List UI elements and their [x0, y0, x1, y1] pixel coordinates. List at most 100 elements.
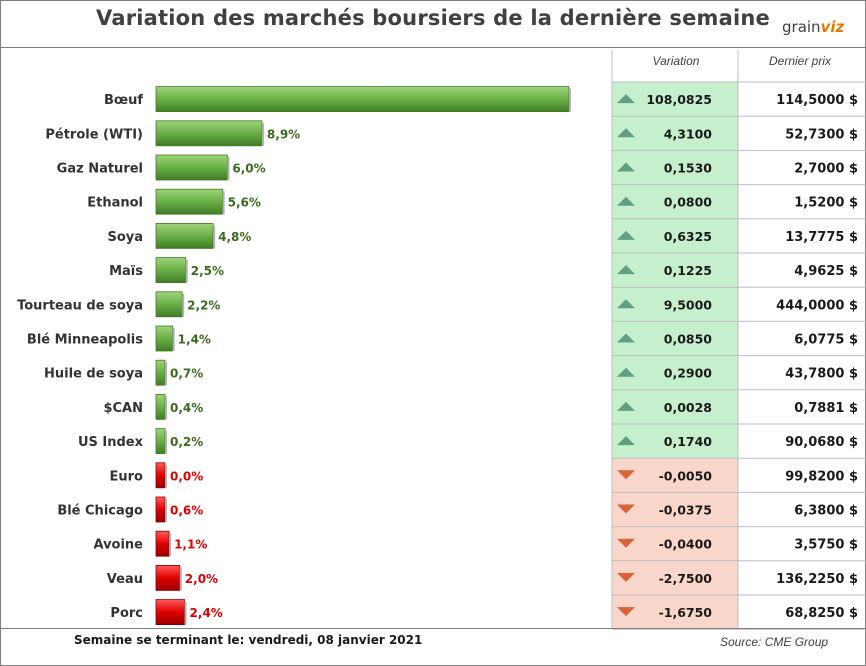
bar-shadow	[179, 567, 182, 591]
category-label: Tourteau de soya	[17, 298, 143, 313]
category-label: Gaz Naturel	[57, 162, 143, 177]
bar-value-label: 0,0%	[170, 469, 203, 483]
up-arrow-icon	[617, 94, 635, 104]
week-ending-label: Semaine se terminant le: vendredi, 08 ja…	[74, 633, 423, 647]
bar-shadow	[184, 601, 187, 625]
variation-value: -0,0050	[659, 468, 713, 483]
last-price-value: 3,5750 $	[794, 538, 858, 553]
category-label: Soya	[107, 230, 143, 245]
last-price-value: 6,0775 $	[794, 333, 858, 348]
variation-value: 0,1530	[664, 161, 713, 176]
bar	[155, 530, 170, 557]
variation-value: 9,5000	[664, 297, 713, 312]
down-arrow-icon	[617, 572, 635, 582]
down-arrow-icon	[617, 470, 635, 480]
category-label: Blé Chicago	[57, 504, 143, 519]
bar	[155, 599, 185, 625]
bar	[155, 359, 166, 386]
bar-value-label: 2,0%	[185, 572, 218, 586]
bar-shadow	[261, 122, 264, 146]
bar	[155, 496, 166, 523]
up-arrow-icon	[617, 436, 635, 446]
down-arrow-icon	[617, 607, 635, 617]
logo-accent: viz	[820, 18, 845, 36]
up-arrow-icon	[617, 162, 635, 172]
bar-shadow	[227, 157, 230, 180]
bar-value-label: 8,9%	[267, 127, 300, 141]
last-price-value: 444,0000 $	[776, 298, 858, 313]
category-label: Pétrole (WTI)	[45, 127, 143, 142]
bar-shadow	[169, 533, 172, 557]
last-price-value: 43,7800 $	[785, 367, 858, 382]
variation-value: 0,6325	[664, 229, 712, 244]
bar-value-label: 0,2%	[170, 435, 203, 449]
last-price-value: 4,9625 $	[794, 264, 858, 279]
bar-value-label: 0,4%	[170, 401, 203, 415]
variation-value: 0,0800	[664, 195, 713, 210]
bar-shadow	[172, 328, 175, 351]
bar	[155, 565, 181, 591]
down-arrow-icon	[617, 504, 635, 514]
variation-value: 0,0850	[664, 332, 713, 347]
category-label: Ethanol	[87, 196, 143, 211]
last-price-value: 13,7775 $	[785, 230, 858, 245]
logo-text: grain	[782, 18, 821, 36]
up-arrow-icon	[617, 333, 635, 343]
bar-shadow	[222, 191, 225, 215]
footer-divider	[0, 628, 866, 629]
category-label: Maïs	[109, 264, 143, 279]
bar-shadow	[213, 225, 216, 249]
category-label: Bœuf	[104, 93, 143, 108]
variation-value: 108,0825	[646, 92, 712, 107]
category-label: Veau	[107, 572, 143, 587]
variation-value: 0,1225	[664, 263, 712, 278]
up-arrow-icon	[617, 196, 635, 206]
up-arrow-icon	[617, 367, 635, 377]
variation-value: -0,0400	[659, 537, 713, 552]
variation-value: -1,6750	[659, 605, 713, 620]
category-label: Euro	[110, 469, 144, 484]
bar	[155, 86, 570, 112]
category-label: Avoine	[93, 538, 143, 553]
bar-value-label: 2,2%	[187, 298, 220, 312]
last-price-value: 136,2250 $	[776, 572, 858, 587]
bar	[155, 291, 183, 318]
variation-up-background	[612, 82, 738, 459]
grainviz-logo: grainviz	[782, 18, 844, 36]
bar-value-label: 1,1%	[174, 538, 207, 552]
header-divider	[0, 47, 866, 48]
bar-value-label: 2,4%	[190, 606, 223, 620]
source-label: Source: CME Group	[720, 635, 829, 649]
bar	[155, 188, 224, 215]
chart-title: Variation des marchés boursiers de la de…	[96, 6, 770, 30]
variation-value: 0,0028	[664, 400, 712, 415]
bar-shadow	[165, 362, 167, 386]
last-price-value: 99,8200 $	[785, 469, 858, 484]
bar-value-label: 0,7%	[170, 367, 203, 381]
price-column-header: Dernier prix	[768, 54, 831, 68]
last-price-value: 114,5000 $	[776, 93, 858, 108]
bar-shadow	[182, 293, 185, 317]
last-price-value: 0,7881 $	[794, 401, 858, 416]
last-price-value: 52,7300 $	[785, 127, 858, 142]
bar-shadow	[165, 430, 167, 454]
last-price-value: 2,7000 $	[794, 162, 858, 177]
variation-value: 0,1740	[664, 434, 713, 449]
bar-value-label: 4,8%	[218, 230, 251, 244]
bar-value-label: 1,4%	[178, 333, 211, 347]
up-arrow-icon	[617, 401, 635, 411]
bar	[155, 257, 187, 284]
variation-column-header: Variation	[652, 54, 700, 68]
variation-value: 0,2900	[664, 366, 713, 381]
bar-shadow	[165, 464, 167, 488]
last-price-value: 68,8250 $	[785, 606, 858, 621]
down-arrow-icon	[617, 538, 635, 548]
category-label: Blé Minneapolis	[27, 333, 143, 348]
variation-value: -0,0375	[659, 503, 712, 518]
bar	[155, 222, 214, 249]
up-arrow-icon	[617, 128, 635, 138]
category-label: US Index	[78, 435, 144, 450]
bar-shadow	[185, 259, 188, 283]
bar	[155, 393, 166, 420]
